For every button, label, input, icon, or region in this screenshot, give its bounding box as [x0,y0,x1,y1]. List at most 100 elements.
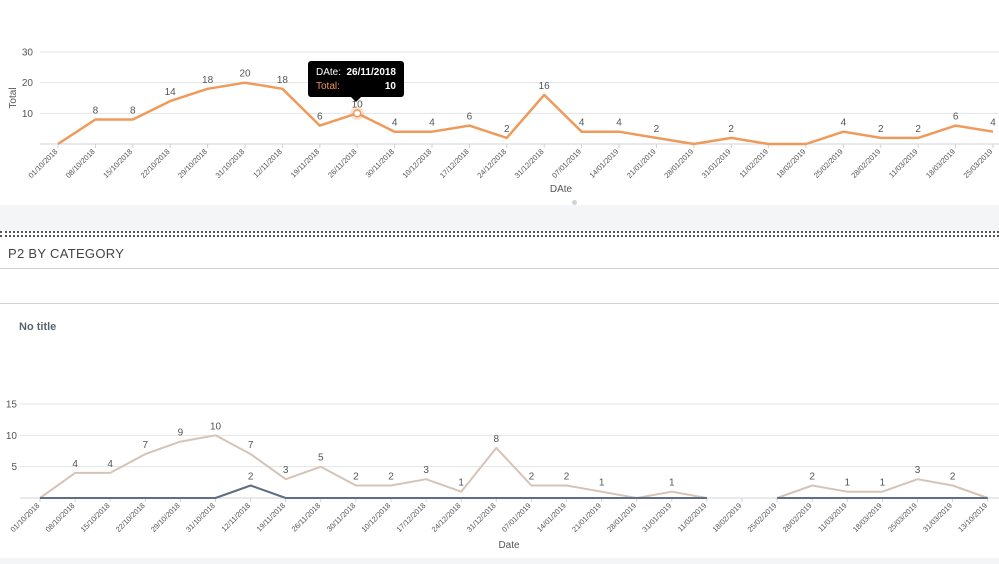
x-tick-label: 22/10/2018 [114,501,147,534]
x-tick-label: 31/10/2018 [214,147,247,180]
data-label: 18 [202,75,214,86]
data-label: 2 [353,471,359,482]
x-tick-label: 14/01/2019 [535,501,568,534]
x-tick-label: 10/12/2018 [360,501,393,534]
data-label: 4 [841,118,847,129]
chart-tooltip: DAte: 26/11/2018 Total: 10 [308,61,404,102]
x-tick-label: 24/12/2018 [475,147,508,180]
x-tick-label: 21/01/2019 [570,501,603,534]
y-tick-label: 20 [22,78,34,89]
y-tick-label: 5 [11,462,17,473]
x-tick-label: 26/11/2018 [290,501,323,534]
x-tick-label: 01/10/2018 [9,501,42,534]
x-tick-label: 15/10/2018 [79,501,112,534]
x-tick-label: 15/10/2018 [101,147,134,180]
hover-marker-dot [352,109,362,118]
data-label: 1 [880,478,886,489]
data-label: 4 [429,118,435,129]
data-label: 4 [990,118,996,129]
data-label: 10 [210,421,222,432]
x-tick-label: 31/12/2018 [465,501,498,534]
y-tick-label: 10 [6,431,18,442]
y-tick-label: 15 [6,400,18,411]
x-tick-label: 19/11/2018 [289,147,322,180]
x-tick-label: 08/10/2018 [64,147,97,180]
x-tick-label: 30/11/2018 [325,501,358,534]
x-tick-label: 07/01/2019 [550,147,583,180]
x-tick-label: 11/02/2019 [676,501,709,534]
data-label: 6 [467,112,473,123]
resize-handle[interactable] [572,200,577,205]
data-label: 4 [392,118,398,129]
data-label: 10 [352,99,364,110]
data-label: 7 [143,440,149,451]
x-tick-label: 18/03/2019 [851,501,884,534]
data-label: 2 [950,471,956,482]
data-label: 7 [248,440,254,451]
x-tick-label: 08/10/2018 [44,501,77,534]
x-tick-label: 01/10/2018 [27,147,60,180]
tooltip-date-key: DAte: [316,67,342,78]
x-tick-label: 25/03/2019 [962,147,995,180]
data-label: 1 [845,478,851,489]
total-by-date-chart: 10 20 30 01/10/2018 08/10/2018 15/10/2018 22/1… [8,48,999,195]
x-tick-label: 12/11/2018 [219,501,252,534]
divider-dotted[interactable] [0,231,999,233]
x-tick-label: 31/03/2019 [921,501,954,534]
data-label: 2 [564,471,570,482]
x-tick-label: 18/02/2019 [711,501,744,534]
section-title: P2 BY CATEGORY [8,246,125,261]
x-tick-label: 29/10/2018 [149,501,182,534]
data-label: 9 [178,428,184,439]
x-tick-label: 24/12/2018 [430,501,463,534]
data-label: 2 [728,124,734,135]
x-axis-title: Date [498,540,520,551]
data-label: 14 [165,87,177,98]
data-label: 5 [318,453,324,464]
data-label: 4 [616,118,622,129]
data-label: 4 [107,459,113,470]
x-tick-label: 29/10/2018 [176,147,209,180]
data-label: 2 [388,471,394,482]
data-label: 2 [878,124,884,135]
data-label: 4 [72,459,78,470]
data-label: 20 [239,69,251,80]
data-label: 6 [317,112,323,123]
tooltip-total-key: Total: [316,81,340,92]
x-tick-label: 31/01/2019 [640,501,673,534]
x-tick-label: 11/02/2019 [737,147,770,180]
x-tick-label: 18/02/2019 [775,147,808,180]
x-tick-label: 28/02/2019 [849,147,882,180]
y-axis-title: Total [8,87,19,108]
data-label: 16 [539,81,551,92]
x-tick-label: 19/11/2018 [255,501,288,534]
x-tick-label: 18/03/2019 [924,147,957,180]
x-tick-label: 25/03/2019 [886,501,919,534]
data-label: 6 [953,112,959,123]
x-tick-label: 07/01/2019 [500,501,533,534]
section-divider-top [0,268,999,269]
x-tick-label: 30/11/2018 [363,147,396,180]
x-tick-label: 31/12/2018 [513,147,546,180]
divider-dotted-2 [0,235,999,237]
data-label: 1 [669,478,675,489]
series-line [57,81,994,146]
data-label: 2 [809,471,815,482]
data-label: 8 [93,105,99,116]
x-tick-label: 21/01/2019 [625,147,658,180]
x-tick-label: 31/01/2019 [700,147,733,180]
x-tick-label: 11/03/2019 [816,501,849,534]
data-label: 3 [283,465,289,476]
y-tick-label: 10 [22,109,34,120]
x-tick-label: 26/11/2018 [326,147,359,180]
data-label: 4 [579,118,585,129]
data-label: 2 [915,124,921,135]
x-tick-label: 12/11/2018 [251,147,284,180]
y-tick-label: 30 [22,48,34,59]
data-label: 18 [277,75,289,86]
data-label: 3 [423,465,429,476]
data-label: 8 [494,434,500,445]
x-axis-title: DAte [550,184,573,195]
data-label: 1 [458,478,464,489]
x-tick-label: 28/02/2019 [781,501,814,534]
